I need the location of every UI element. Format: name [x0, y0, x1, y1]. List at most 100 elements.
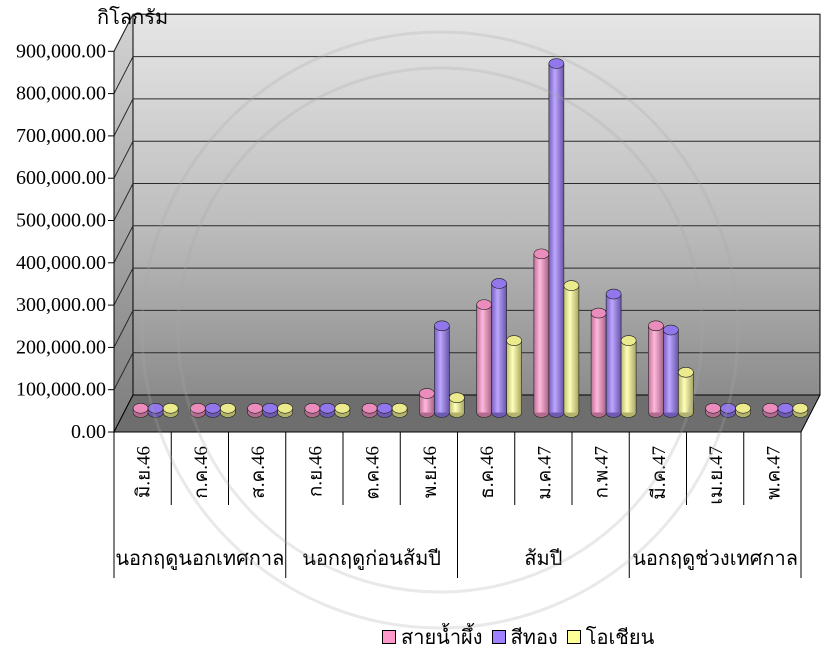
bar-body — [419, 393, 435, 413]
bar-cylinder — [620, 335, 637, 418]
bar-cylinder — [678, 367, 694, 418]
y-axis-title: กิโลกรัม — [97, 6, 168, 29]
y-tick-label: 0.00 — [71, 421, 106, 443]
bar-top — [277, 402, 293, 414]
category-group-label: นอกฤดูนอกเทศกาล — [115, 548, 284, 571]
legend-label: โอเชียน — [585, 627, 655, 649]
bar-cylinder — [132, 402, 149, 418]
bar-top — [376, 402, 393, 414]
bar-cylinder — [548, 58, 565, 418]
bar-cylinder — [277, 402, 293, 418]
bar-cylinder — [491, 278, 507, 418]
bar-cylinder — [190, 402, 206, 418]
gridline-side — [113, 310, 134, 348]
bar-cylinder — [476, 299, 492, 418]
bar-body — [548, 63, 564, 413]
bar-top — [205, 402, 221, 414]
bar-top — [777, 402, 794, 414]
legend-item-series-2: สีทอง — [491, 621, 558, 653]
y-tick-label: 900,000.00 — [16, 40, 106, 62]
bar-cylinder — [506, 335, 522, 418]
bar-top — [147, 402, 164, 414]
gridline-side — [113, 267, 134, 306]
bar-top — [162, 402, 179, 414]
bars — [132, 58, 809, 418]
bar-cylinder — [262, 402, 278, 418]
legend-swatch — [491, 630, 506, 644]
bar-top — [506, 335, 522, 346]
bar-top — [304, 402, 321, 414]
category-group-label: ส้มปี — [524, 548, 562, 570]
bar-top — [434, 320, 450, 332]
gridline-side — [113, 14, 134, 52]
bar-cylinder — [663, 324, 679, 418]
x-axis: มิ.ย.46 ก.ค.46 ส.ค.46 ก.ย.46 ต.ค.46 พ.ย.46 ธ.ค… — [113, 432, 802, 578]
x-tick-label: ก.ย.46 — [305, 446, 326, 497]
x-tick-label: ต.ค.46 — [363, 446, 384, 500]
bar-body — [606, 294, 622, 413]
bar-top — [678, 367, 694, 378]
bar-body — [678, 372, 694, 413]
bar-body — [533, 253, 549, 413]
y-tick-label: 300,000.00 — [16, 294, 106, 316]
y-tick-label: 700,000.00 — [16, 125, 106, 147]
bar-cylinder — [590, 307, 607, 418]
bar-top — [132, 402, 149, 414]
bar-top — [705, 402, 721, 414]
gridline-side — [113, 140, 134, 179]
bar-top — [361, 402, 378, 414]
bar-cylinder — [605, 288, 622, 418]
bar-cylinder — [533, 248, 550, 418]
bar-top — [391, 402, 408, 414]
bar-cylinder — [319, 402, 336, 418]
x-tick-label: มี.ค.47 — [648, 446, 670, 500]
bar-top — [605, 288, 622, 300]
bar-top — [262, 402, 278, 414]
bar-top — [476, 299, 492, 310]
bar-cylinder — [361, 402, 378, 418]
bar-cylinder — [720, 402, 736, 418]
bar-top — [419, 388, 435, 399]
bar-top — [563, 280, 580, 291]
bar-top — [590, 307, 607, 319]
bar-top — [663, 324, 679, 336]
bar-cylinder — [391, 402, 408, 418]
bar-body — [563, 285, 579, 413]
y-axis: 0.00 100,000.00 200,000.00 300,000.00 400,00… — [16, 40, 115, 443]
bar-cylinder — [304, 402, 321, 418]
bar-cylinder — [563, 280, 580, 418]
y-tick-label: 600,000.00 — [16, 167, 106, 189]
legend-label: สายน้ำผึ้ง — [401, 627, 483, 649]
y-tick-label: 400,000.00 — [16, 252, 106, 274]
bar-cylinder — [648, 320, 664, 418]
gridline-side — [113, 98, 134, 137]
y-tick-label: 200,000.00 — [16, 336, 106, 358]
bar-top — [190, 402, 206, 414]
bar-body — [434, 325, 450, 413]
legend: สายน้ำผึ้ง สีทอง โอเชียน — [382, 624, 663, 650]
bar-cylinder — [735, 402, 751, 418]
category-group-label: นอกฤดูก่อนส้มปี — [302, 548, 441, 571]
bar-body — [663, 330, 679, 413]
bar-body — [648, 325, 664, 413]
bar-body — [591, 313, 607, 413]
x-tick-label: พ.ย.46 — [420, 446, 441, 498]
gridline-side — [113, 225, 134, 264]
bar-cylinder — [434, 320, 450, 418]
bar-body — [621, 340, 637, 413]
bar-cylinder — [334, 402, 351, 418]
legend-swatch — [566, 630, 581, 644]
bar-cylinder — [205, 402, 221, 418]
bar-cylinder — [376, 402, 393, 418]
bar-cylinder — [220, 402, 236, 418]
bar-top — [533, 248, 550, 260]
x-tick-label: ส.ค.46 — [248, 446, 269, 499]
bar-cylinder — [247, 402, 263, 418]
x-tick-label: ก.พ.47 — [592, 446, 613, 499]
bar-body — [476, 304, 492, 413]
side-wall — [113, 14, 134, 433]
bar-body — [506, 340, 522, 413]
y-tick-label: 500,000.00 — [16, 210, 106, 232]
plot-walls — [113, 13, 821, 433]
